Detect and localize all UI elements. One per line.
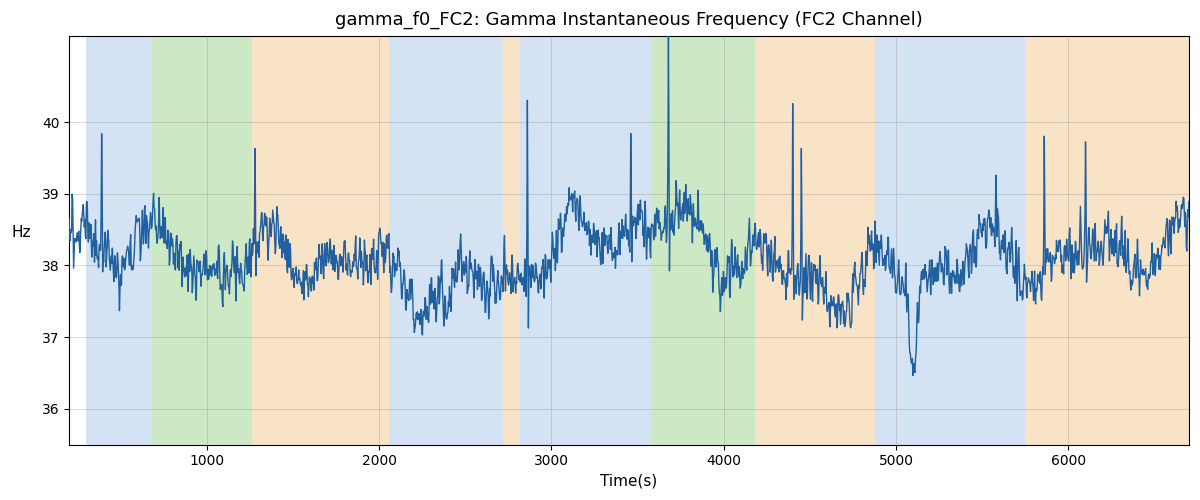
- Bar: [151, 36, 252, 445]
- Bar: [390, 36, 503, 445]
- Bar: [875, 36, 1025, 445]
- Bar: [503, 36, 521, 445]
- Bar: [1025, 36, 1189, 445]
- Bar: [755, 36, 875, 445]
- X-axis label: Time(s): Time(s): [600, 474, 658, 489]
- Y-axis label: Hz: Hz: [11, 226, 31, 240]
- Bar: [252, 36, 390, 445]
- Bar: [86, 36, 151, 445]
- Bar: [521, 36, 652, 445]
- Bar: [652, 36, 755, 445]
- Title: gamma_f0_FC2: Gamma Instantaneous Frequency (FC2 Channel): gamma_f0_FC2: Gamma Instantaneous Freque…: [335, 11, 923, 30]
